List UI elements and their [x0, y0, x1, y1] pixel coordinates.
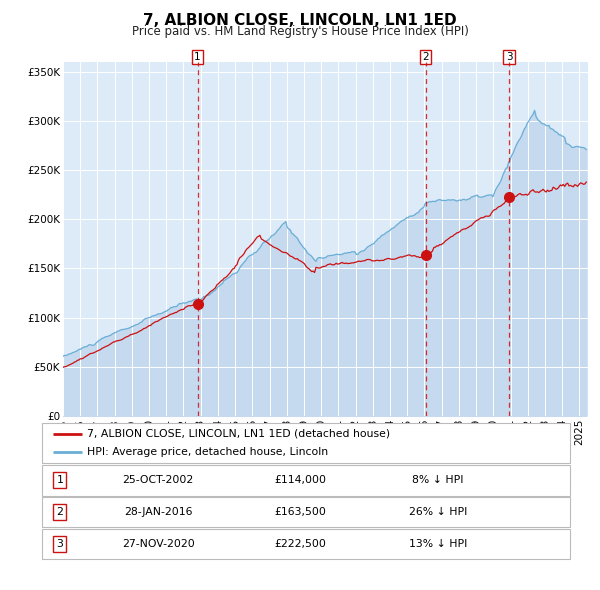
Text: Price paid vs. HM Land Registry's House Price Index (HPI): Price paid vs. HM Land Registry's House …	[131, 25, 469, 38]
Text: 3: 3	[56, 539, 64, 549]
Text: 28-JAN-2016: 28-JAN-2016	[124, 507, 193, 517]
Text: £163,500: £163,500	[275, 507, 326, 517]
Text: 1: 1	[194, 52, 201, 62]
Text: £222,500: £222,500	[275, 539, 326, 549]
Text: 25-OCT-2002: 25-OCT-2002	[122, 476, 194, 485]
Text: 1: 1	[56, 476, 64, 485]
Text: HPI: Average price, detached house, Lincoln: HPI: Average price, detached house, Linc…	[87, 447, 328, 457]
Text: 7, ALBION CLOSE, LINCOLN, LN1 1ED (detached house): 7, ALBION CLOSE, LINCOLN, LN1 1ED (detac…	[87, 429, 390, 439]
Text: 7, ALBION CLOSE, LINCOLN, LN1 1ED: 7, ALBION CLOSE, LINCOLN, LN1 1ED	[143, 13, 457, 28]
Text: 2: 2	[422, 52, 429, 62]
Text: 13% ↓ HPI: 13% ↓ HPI	[409, 539, 467, 549]
Text: £114,000: £114,000	[275, 476, 327, 485]
Text: 3: 3	[506, 52, 512, 62]
Text: 8% ↓ HPI: 8% ↓ HPI	[412, 476, 464, 485]
Text: 2: 2	[56, 507, 64, 517]
Text: 27-NOV-2020: 27-NOV-2020	[122, 539, 194, 549]
Text: 26% ↓ HPI: 26% ↓ HPI	[409, 507, 467, 517]
